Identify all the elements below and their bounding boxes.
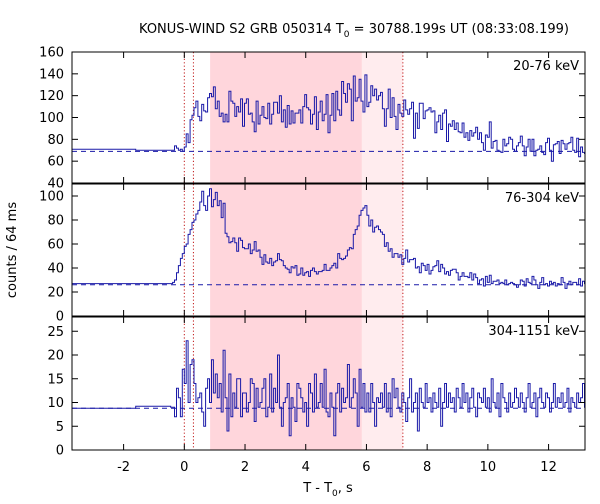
light-curve-series xyxy=(72,188,585,289)
x-tick-label: 8 xyxy=(423,460,431,475)
y-tick-label: 20 xyxy=(47,349,64,364)
panel-frame xyxy=(71,183,586,317)
light-curve-series xyxy=(72,340,585,437)
main-interval-shade xyxy=(210,317,362,450)
y-tick-label: 80 xyxy=(47,133,64,148)
panel-3: 0 5 10 15 20 25 304-1151 keV xyxy=(47,316,586,459)
main-interval-shade xyxy=(210,52,362,183)
energy-band-label: 304-1151 keV xyxy=(488,324,579,339)
y-tick-label: 60 xyxy=(47,238,64,253)
y-tick-label: 0 xyxy=(56,444,64,459)
y-tick-label: 100 xyxy=(39,111,64,126)
y-tick-label: 0 xyxy=(56,310,64,325)
light-curve-series xyxy=(72,74,585,162)
y-tick-label: 160 xyxy=(39,46,64,61)
y-tick-label: 140 xyxy=(39,67,64,82)
x-tick-label: 12 xyxy=(540,460,557,475)
chart-title: KONUS-WIND S2 GRB 050314 T0 = 30788.199s… xyxy=(139,22,569,40)
panel-frame xyxy=(71,316,586,451)
x-axis-label: T - T0, s xyxy=(302,481,353,499)
y-tick-label: 120 xyxy=(39,89,64,104)
y-tick-label: 80 xyxy=(47,214,64,229)
y-tick-label: 40 xyxy=(47,262,64,277)
x-tick-labels: -2 0 2 4 6 8 10 12 xyxy=(117,460,557,475)
panel-1: 40 60 80 100 120 140 160 20-76 keV xyxy=(39,46,586,192)
y-tick-label: 15 xyxy=(47,372,64,387)
y-tick-label: 10 xyxy=(47,396,64,411)
energy-band-label: 76-304 keV xyxy=(505,191,579,206)
x-tick-label: 6 xyxy=(362,460,370,475)
y-tick-label: 5 xyxy=(56,420,64,435)
x-tick-label: 10 xyxy=(480,460,497,475)
extended-interval-shade xyxy=(361,317,403,450)
x-tick-label: 2 xyxy=(241,460,249,475)
x-tick-label: 4 xyxy=(302,460,310,475)
x-axis-label-subscript: 0 xyxy=(332,489,338,499)
chart-title-subscript: 0 xyxy=(344,30,350,40)
extended-interval-shade xyxy=(361,52,403,183)
x-tick-label: -2 xyxy=(117,460,130,475)
main-interval-shade xyxy=(210,184,362,316)
energy-band-label: 20-76 keV xyxy=(513,59,579,74)
y-axis-label: counts / 64 ms xyxy=(5,202,20,298)
y-tick-label: 60 xyxy=(47,155,64,170)
y-tick-label: 40 xyxy=(47,177,64,192)
x-tick-label: 0 xyxy=(180,460,188,475)
y-tick-label: 25 xyxy=(47,325,64,340)
y-tick-label: 100 xyxy=(39,190,64,205)
y-tick-label: 20 xyxy=(47,286,64,301)
panel-2: 0 20 40 60 80 100 76-304 keV xyxy=(39,183,586,325)
extended-interval-shade xyxy=(361,184,403,316)
